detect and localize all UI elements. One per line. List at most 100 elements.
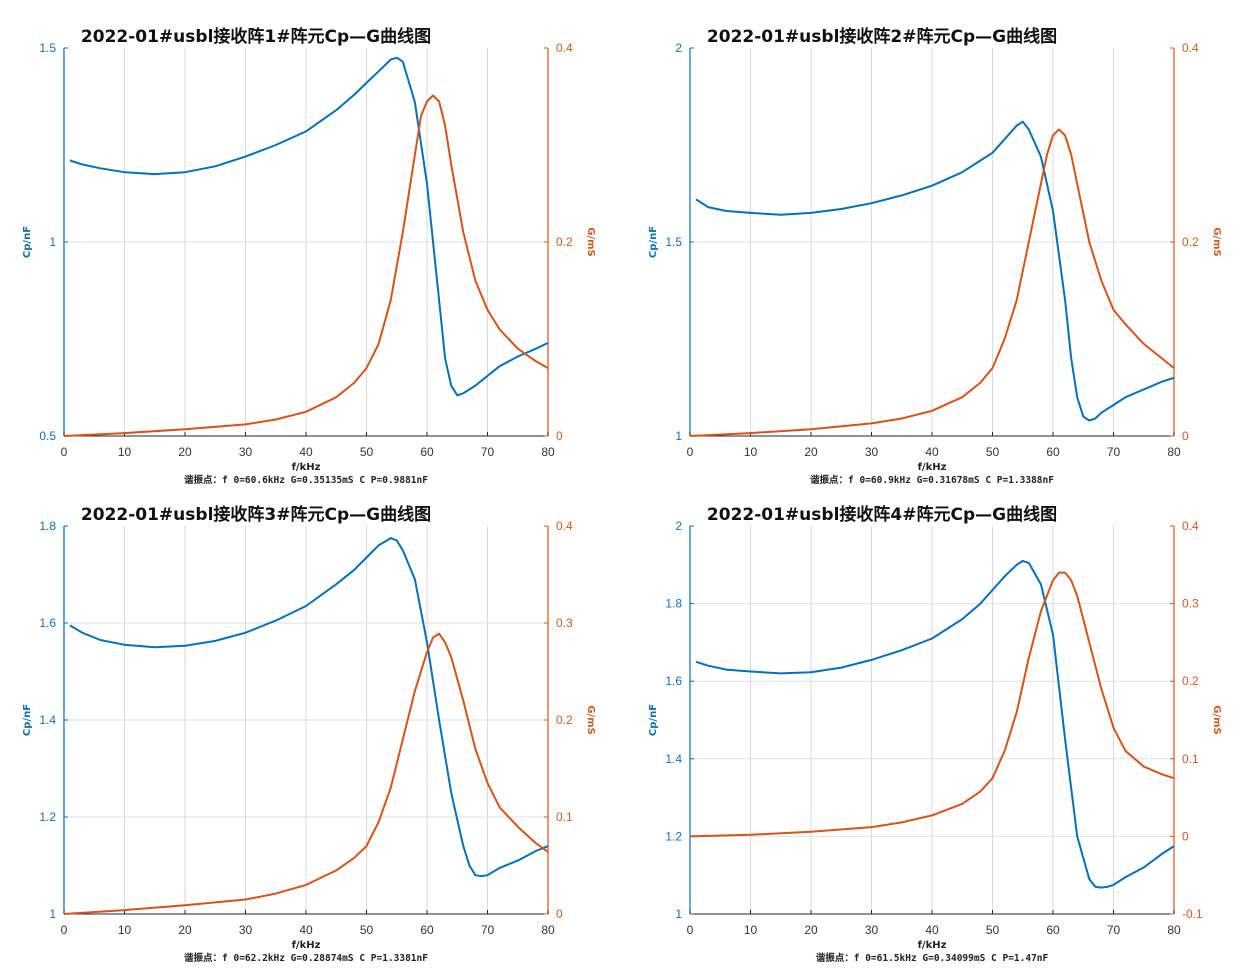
g-series-line	[63, 94, 549, 437]
x-tick-label: 20	[804, 445, 818, 459]
y-left-tick-label: 1	[675, 429, 682, 443]
y-axis-right-label: G/mS	[1211, 705, 1222, 734]
x-tick-label: 50	[986, 923, 1000, 937]
y-left-tick-label: 1.8	[665, 597, 682, 611]
y-left-tick-label: 1.5	[39, 41, 56, 55]
x-tick-label: 0	[687, 923, 694, 937]
chart-title: 2022-01#usbl接收阵3#阵元Cp—G曲线图	[81, 504, 431, 525]
x-tick-label: 60	[420, 923, 434, 937]
y-axis-right-label: G/mS	[585, 227, 596, 256]
x-tick-label: 60	[1046, 445, 1060, 459]
resonance-annotation: 谐振点：f 0=61.5kHz G=0.34099mS C P=1.47nF	[816, 952, 1049, 964]
x-tick-label: 30	[239, 445, 253, 459]
x-tick-label: 40	[299, 445, 313, 459]
chart-panel-4: 0 10 20 30 40 50 60 70 80 1 1.2 1.4 1.6 1.8 2 -0.1 0 0.1 0…	[648, 504, 1222, 964]
y-right-tick-label: -0.1	[1182, 907, 1203, 921]
y-axis-left-label: Cp/nF	[648, 704, 659, 736]
y-right-tick-label: 0	[556, 907, 563, 921]
x-tick-label: 20	[804, 923, 818, 937]
x-tick-label: 80	[541, 923, 555, 937]
y-axis-left-label: Cp/nF	[648, 226, 659, 258]
y-right-tick-label: 0.3	[1182, 597, 1199, 611]
cp-series-line	[695, 120, 1175, 422]
x-tick-label: 70	[1107, 923, 1121, 937]
x-tick-label: 60	[420, 445, 434, 459]
y-left-tick-label: 2	[675, 41, 682, 55]
y-right-tick-label: 0.2	[556, 713, 573, 727]
y-left-tick-label: 1.8	[39, 519, 56, 533]
x-tick-label: 10	[118, 923, 132, 937]
x-tick-label: 80	[541, 445, 555, 459]
x-tick-label: 70	[1107, 445, 1121, 459]
x-tick-label: 30	[865, 923, 879, 937]
x-tick-label: 40	[925, 923, 939, 937]
y-right-tick-label: 0.2	[556, 235, 573, 249]
y-axis-right-label: G/mS	[1211, 227, 1222, 256]
y-left-tick-label: 1.2	[39, 810, 56, 824]
y-right-tick-label: 0	[1182, 829, 1189, 843]
y-left-tick-label: 1.4	[39, 713, 56, 727]
resonance-annotation: 谐振点：f 0=62.2kHz G=0.28874mS C P=1.3381nF	[184, 952, 428, 964]
x-tick-label: 20	[178, 923, 192, 937]
x-tick-label: 30	[239, 923, 253, 937]
x-tick-label: 20	[178, 445, 192, 459]
x-tick-label: 10	[744, 923, 758, 937]
x-tick-label: 40	[299, 923, 313, 937]
chart-title: 2022-01#usbl接收阵1#阵元Cp—G曲线图	[81, 26, 431, 47]
y-right-tick-label: 0.4	[556, 519, 573, 533]
y-left-tick-label: 1	[675, 907, 682, 921]
g-series-line	[63, 632, 549, 915]
y-right-tick-label: 0.4	[556, 41, 573, 55]
y-axis-left-label: Cp/nF	[22, 704, 33, 736]
x-axis-label: f/kHz	[918, 940, 947, 951]
cp-series-line	[69, 537, 549, 878]
x-tick-label: 80	[1167, 923, 1181, 937]
x-axis-label: f/kHz	[918, 462, 947, 473]
y-left-tick-label: 1	[49, 907, 56, 921]
y-right-tick-label: 0.3	[556, 616, 573, 630]
chart-panel-2: 0 10 20 30 40 50 60 70 8011.5200.20.42022-01#usb…	[648, 26, 1222, 486]
resonance-annotation: 谐振点：f 0=60.6kHz G=0.35135mS C P=0.9881nF	[184, 474, 428, 486]
x-tick-label: 40	[925, 445, 939, 459]
x-tick-label: 50	[360, 445, 374, 459]
y-left-tick-label: 1.5	[665, 235, 682, 249]
y-right-tick-label: 0.2	[1182, 235, 1199, 249]
chart-panel-1: 0 10 20 30 40 50 60 70 80 0.5 1 1.5 0 0.2 0.4 2022-01#u…	[22, 26, 596, 486]
y-right-tick-label: 0.1	[556, 810, 573, 824]
x-axis-label: f/kHz	[292, 462, 321, 473]
x-tick-label: 60	[1046, 923, 1060, 937]
g-series-line	[689, 128, 1175, 437]
y-left-tick-label: 2	[675, 519, 682, 533]
chart-title: 2022-01#usbl接收阵4#阵元Cp—G曲线图	[707, 504, 1057, 525]
resonance-annotation: 谐振点：f 0=60.9kHz G=0.31678mS C P=1.3388nF	[810, 474, 1054, 486]
x-tick-label: 10	[744, 445, 758, 459]
g-series-line	[689, 571, 1175, 838]
chart-title: 2022-01#usbl接收阵2#阵元Cp—G曲线图	[707, 26, 1057, 47]
y-left-tick-label: 1.6	[665, 674, 682, 688]
y-axis-right-label: G/mS	[585, 705, 596, 734]
x-tick-label: 0	[61, 445, 68, 459]
x-tick-label: 80	[1167, 445, 1181, 459]
x-tick-label: 0	[687, 445, 694, 459]
y-left-tick-label: 1	[49, 235, 56, 249]
y-right-tick-label: 0.1	[1182, 752, 1199, 766]
y-right-tick-label: 0.4	[1182, 41, 1199, 55]
y-right-tick-label: 0.2	[1182, 674, 1199, 688]
y-left-tick-label: 1.4	[665, 752, 682, 766]
y-right-tick-label: 0.4	[1182, 519, 1199, 533]
x-axis-label: f/kHz	[292, 940, 321, 951]
y-left-tick-label: 1.6	[39, 616, 56, 630]
y-right-tick-label: 0	[556, 429, 563, 443]
y-left-tick-label: 0.5	[39, 429, 56, 443]
x-tick-label: 70	[481, 445, 495, 459]
x-tick-label: 50	[360, 923, 374, 937]
y-right-tick-label: 0	[1182, 429, 1189, 443]
x-tick-label: 30	[865, 445, 879, 459]
x-tick-label: 70	[481, 923, 495, 937]
y-axis-left-label: Cp/nF	[22, 226, 33, 258]
x-tick-label: 10	[118, 445, 132, 459]
cp-series-line	[69, 56, 549, 397]
x-tick-label: 50	[986, 445, 1000, 459]
chart-panel-3: 0 10 20 30 40 50 60 70 80 1 1.2 1.4 1.6 1.8 0 0.1 0.2 0.3…	[22, 504, 596, 964]
